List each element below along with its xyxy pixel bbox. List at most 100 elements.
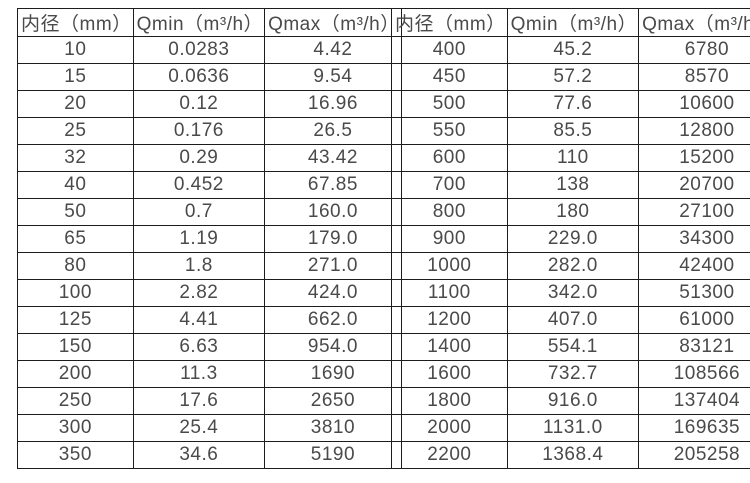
- table-cell: 57.2: [506, 63, 640, 91]
- table-cell: 25: [17, 117, 134, 145]
- table-cell: 282.0: [506, 252, 640, 280]
- table-row: 350 34.6 5190: [17, 441, 402, 469]
- table-cell: 40: [17, 171, 134, 199]
- flow-range-table-large-diameters: 内径（mm）Qmin（m³/h）Qmax（m³/h） 40045.2678045…: [391, 8, 750, 469]
- table-cell: 271.0: [264, 252, 402, 280]
- table-cell: 1131.0: [506, 414, 640, 442]
- table-row: 800 180 27100: [391, 198, 750, 226]
- col-header-qmin: Qmin（m³/h）: [132, 8, 266, 37]
- table-row: 450 57.2 8570: [391, 63, 750, 91]
- table-row: 1200 407.0 61000: [391, 306, 750, 334]
- table-cell: 916.0: [506, 387, 640, 415]
- table-cell: 34.6: [132, 441, 266, 469]
- table-cell: 15: [17, 63, 134, 91]
- table-row: 500 77.6 10600: [391, 90, 750, 118]
- table-cell: 138: [506, 171, 640, 199]
- table-row: 10 0.0283 4.42: [17, 36, 402, 64]
- table-cell: 4.41: [132, 306, 266, 334]
- table-cell: 407.0: [506, 306, 640, 334]
- table-cell: 34300: [638, 225, 750, 253]
- table-cell: 0.7: [132, 198, 266, 226]
- table-cell: 200: [17, 360, 134, 388]
- table-cell: 2000: [391, 414, 508, 442]
- table-cell: 0.29: [132, 144, 266, 172]
- table-cell: 450: [391, 63, 508, 91]
- table-cell: 15200: [638, 144, 750, 172]
- table-cell: 179.0: [264, 225, 402, 253]
- table-cell: 2.82: [132, 279, 266, 307]
- table-cell: 700: [391, 171, 508, 199]
- table-cell: 11.3: [132, 360, 266, 388]
- table-header-row: 内径（mm）Qmin（m³/h）Qmax（m³/h）: [391, 8, 750, 37]
- col-header-diameter: 内径（mm）: [391, 8, 508, 37]
- table-cell: 137404: [638, 387, 750, 415]
- table-cell: 0.0283: [132, 36, 266, 64]
- table-cell: 77.6: [506, 90, 640, 118]
- table-cell: 1690: [264, 360, 402, 388]
- table-row: 1100 342.0 51300: [391, 279, 750, 307]
- table-row: 300 25.4 3810: [17, 414, 402, 442]
- table-cell: 12800: [638, 117, 750, 145]
- table-row: 600 110 15200: [391, 144, 750, 172]
- table-row: 内径（mm）Qmin（m³/h）Qmax（m³/h）: [17, 8, 402, 37]
- table-body: 10 0.0283 4.42 15 0.0636 9.54 20 0.12 16.96 25 0.1…: [17, 36, 402, 469]
- table-cell: 43.42: [264, 144, 402, 172]
- table-header-row: 内径（mm）Qmin（m³/h）Qmax（m³/h）: [17, 8, 402, 37]
- col-header-qmin: Qmin（m³/h）: [506, 8, 640, 37]
- table-row: 内径（mm）Qmin（m³/h）Qmax（m³/h）: [391, 8, 750, 37]
- table-body: 400 45.2 6780 450 57.2 8570 500 77.6 10600 550 85.…: [391, 36, 750, 469]
- table-cell: 160.0: [264, 198, 402, 226]
- table-row: 20 0.12 16.96: [17, 90, 402, 118]
- flow-range-table-small-diameters: 内径（mm） Qmin（m³/h） Qmax（m³/h） 10 0.0283 4.42 1…: [17, 8, 402, 469]
- table-cell: 3810: [264, 414, 402, 442]
- table-row: 40 0.452 67.85: [17, 171, 402, 199]
- table-row: 125 4.41 662.0: [17, 306, 402, 334]
- table-cell: 6.63: [132, 333, 266, 361]
- table-cell: 2650: [264, 387, 402, 415]
- table-cell: 342.0: [506, 279, 640, 307]
- table-cell: 1.19: [132, 225, 266, 253]
- table-cell: 10600: [638, 90, 750, 118]
- table-cell: 45.2: [506, 36, 640, 64]
- table-cell: 100: [17, 279, 134, 307]
- table-row: 25 0.176 26.5: [17, 117, 402, 145]
- table-cell: 1400: [391, 333, 508, 361]
- table-row: 2200 1368.4 205258: [391, 441, 750, 469]
- col-header-qmax: Qmax（m³/h）: [638, 8, 750, 37]
- table-row: 15 0.0636 9.54: [17, 63, 402, 91]
- table-row: 65 1.19 179.0: [17, 225, 402, 253]
- table-row: 250 17.6 2650: [17, 387, 402, 415]
- table-cell: 800: [391, 198, 508, 226]
- table-row: 200 11.3 1690: [17, 360, 402, 388]
- table-cell: 1.8: [132, 252, 266, 280]
- table-cell: 42400: [638, 252, 750, 280]
- col-header-qmax: Qmax（m³/h）: [264, 8, 402, 37]
- table-cell: 1200: [391, 306, 508, 334]
- table-cell: 1368.4: [506, 441, 640, 469]
- table-cell: 1000: [391, 252, 508, 280]
- table-cell: 0.12: [132, 90, 266, 118]
- table-cell: 732.7: [506, 360, 640, 388]
- table-cell: 554.1: [506, 333, 640, 361]
- table-cell: 108566: [638, 360, 750, 388]
- table-row: 550 85.5 12800: [391, 117, 750, 145]
- table-cell: 85.5: [506, 117, 640, 145]
- table-cell: 32: [17, 144, 134, 172]
- table-cell: 500: [391, 90, 508, 118]
- table-row: 400 45.2 6780: [391, 36, 750, 64]
- table-cell: 954.0: [264, 333, 402, 361]
- table-row: 900 229.0 34300: [391, 225, 750, 253]
- table-cell: 1600: [391, 360, 508, 388]
- table-cell: 27100: [638, 198, 750, 226]
- table-cell: 5190: [264, 441, 402, 469]
- table-cell: 51300: [638, 279, 750, 307]
- table-cell: 8570: [638, 63, 750, 91]
- table-row: 2000 1131.0 169635: [391, 414, 750, 442]
- table-cell: 17.6: [132, 387, 266, 415]
- table-cell: 67.85: [264, 171, 402, 199]
- table-cell: 20: [17, 90, 134, 118]
- table-cell: 125: [17, 306, 134, 334]
- table-cell: 424.0: [264, 279, 402, 307]
- table-cell: 550: [391, 117, 508, 145]
- table-row: 150 6.63 954.0: [17, 333, 402, 361]
